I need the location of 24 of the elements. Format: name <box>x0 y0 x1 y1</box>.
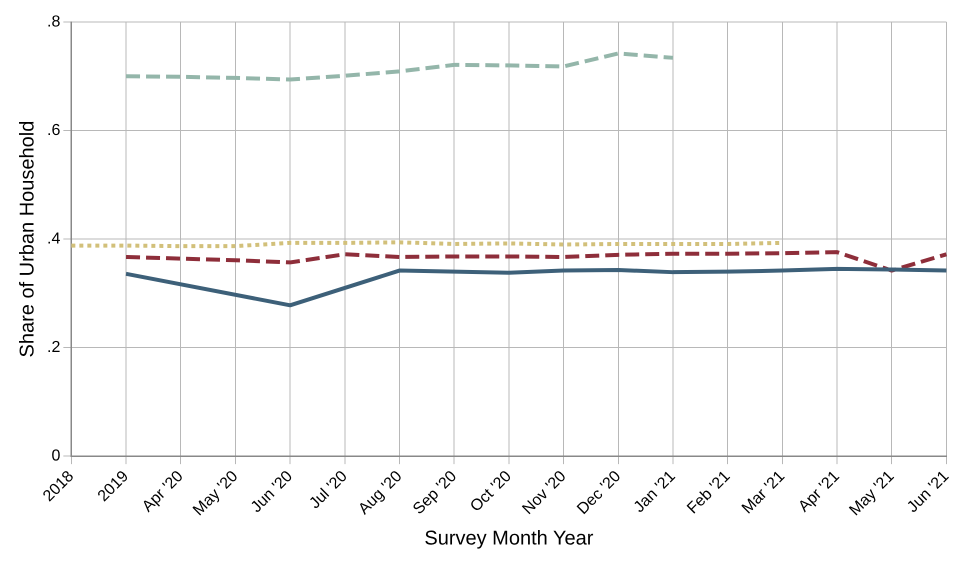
x-tick-label: Dec '20 <box>574 468 624 518</box>
x-tick-label: Sep '20 <box>410 468 460 518</box>
x-tick-label: Feb '21 <box>684 468 734 518</box>
line-series <box>124 250 948 273</box>
x-tick-label: Apr '20 <box>139 468 187 516</box>
y-tick-label: 0 <box>51 448 60 465</box>
x-tick-label: May '21 <box>846 468 898 520</box>
x-axis-title: Survey Month Year <box>424 528 594 550</box>
x-tick-label: Aug '20 <box>355 468 406 518</box>
x-tick-label: Mar '21 <box>738 468 788 518</box>
y-tick-label: .6 <box>47 122 60 139</box>
x-tick-label: Jan '21 <box>630 468 679 516</box>
y-tick-label: .2 <box>47 339 60 356</box>
x-tick-label: Oct '20 <box>467 468 515 516</box>
line-series <box>124 51 675 82</box>
x-tick-label: Nov '20 <box>519 468 570 518</box>
x-tick-label: May '20 <box>190 468 242 520</box>
x-tick-label: Apr '21 <box>795 468 844 516</box>
y-axis-title: Share of Urban Household <box>16 120 39 358</box>
y-tick-label: .8 <box>47 13 60 30</box>
x-tick-label: Jun '21 <box>904 468 952 516</box>
x-tick-label: Jun '20 <box>248 468 296 516</box>
y-tick-label: .4 <box>47 230 60 248</box>
x-tick-label: Jul '20 <box>306 468 351 512</box>
